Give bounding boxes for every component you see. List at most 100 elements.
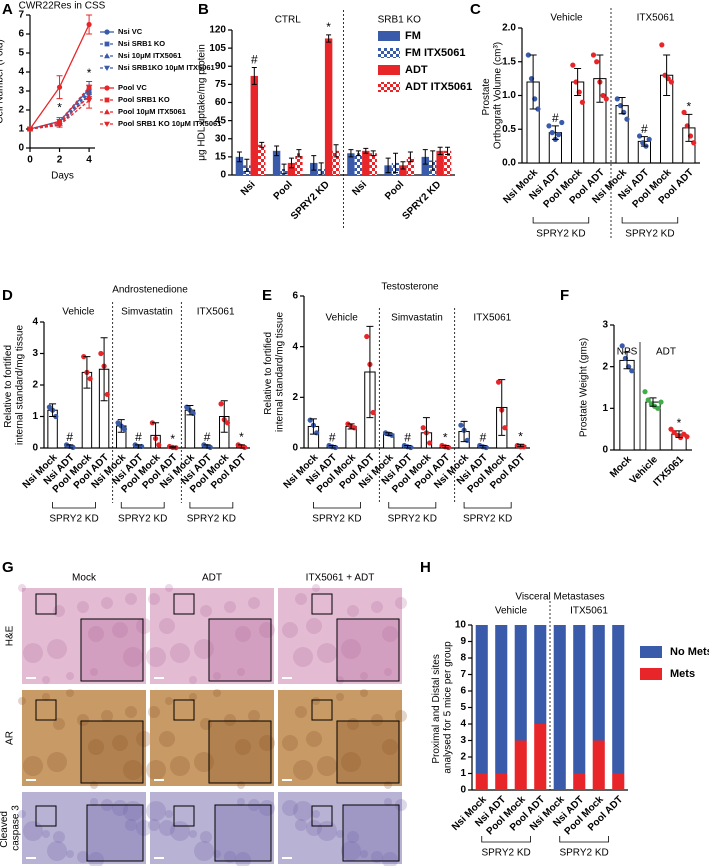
chart-title: Androstenedione — [112, 285, 188, 296]
bar-segment — [592, 740, 605, 790]
error-bar — [83, 356, 91, 389]
zoom-inset — [214, 804, 272, 862]
tissue-texture — [282, 735, 298, 751]
error-bar — [134, 444, 142, 449]
tissue-texture — [382, 852, 398, 866]
tissue-texture — [112, 622, 128, 638]
y-tick-label: 4 — [32, 317, 38, 328]
zoom-box — [311, 699, 333, 721]
error-bar — [100, 337, 108, 402]
group-label: Vehicle — [62, 307, 95, 318]
bracket — [559, 836, 609, 843]
tissue-texture — [213, 672, 221, 680]
bar — [443, 150, 452, 175]
tissue-texture — [125, 593, 137, 605]
panel-label: B — [198, 1, 209, 18]
y-tick-label: 4 — [18, 67, 24, 78]
error-bar — [385, 432, 393, 436]
legend-marker — [104, 97, 110, 103]
data-point — [156, 442, 162, 448]
annotation: # — [641, 122, 648, 136]
zoom-box — [173, 805, 195, 827]
tissue-texture — [165, 584, 173, 592]
y-tick-label: 3 — [602, 320, 608, 331]
bar — [324, 38, 333, 176]
tissue-texture — [235, 852, 251, 866]
tissue-texture — [136, 820, 152, 836]
tissue-texture — [66, 672, 74, 680]
annotation: * — [443, 431, 448, 445]
legend-label: Nsi VC — [118, 27, 143, 36]
tissue-texture — [148, 593, 160, 605]
data-point — [121, 426, 128, 432]
tissue-texture — [224, 851, 236, 863]
bracket — [532, 217, 590, 224]
group-label: Vehicle — [550, 13, 583, 24]
tissue-texture — [123, 647, 143, 667]
error-bar — [649, 397, 657, 407]
error-bar — [596, 54, 604, 103]
y-tick-label: 6 — [292, 291, 298, 302]
data-point — [559, 119, 565, 126]
data-point — [314, 430, 320, 436]
annotation: # — [480, 431, 487, 445]
y-tick-label: 0 — [32, 443, 38, 454]
error-bar — [328, 444, 336, 449]
group-label: ADT — [656, 347, 676, 358]
tissue-texture — [360, 850, 368, 858]
tissue-texture — [382, 626, 398, 642]
y-tick-label: 90 — [215, 61, 227, 72]
zoom-box — [35, 699, 57, 721]
error-bar — [517, 443, 525, 448]
error-bar — [220, 400, 228, 433]
y-axis-label: Proximal and Distal sites analysed for 5… — [431, 641, 454, 774]
data-point — [668, 426, 674, 432]
y-tick-label: 3 — [32, 348, 38, 359]
tissue-texture — [295, 593, 307, 605]
data-point — [104, 391, 110, 398]
zoom-inset — [342, 804, 400, 862]
bar — [619, 359, 635, 451]
data-point — [56, 84, 63, 90]
tissue-texture — [66, 850, 74, 858]
bracket — [189, 502, 234, 509]
error-bar — [326, 34, 332, 43]
annotation: # — [329, 431, 336, 445]
tissue-texture — [360, 672, 368, 680]
data-point — [445, 444, 452, 451]
y-tick-label: 45 — [215, 115, 227, 126]
annotation: * — [687, 100, 692, 114]
row-label: AR — [5, 731, 16, 745]
data-point — [535, 106, 541, 112]
y-tick-label: 0 — [220, 170, 226, 181]
y-tick-label: 8 — [460, 653, 466, 664]
legend-swatch — [378, 31, 400, 41]
legend-label: Nsi 10μM ITX5061 — [118, 51, 181, 60]
data-point — [420, 425, 426, 431]
tissue-texture — [395, 597, 407, 609]
tissue-texture — [125, 706, 137, 718]
error-bar — [479, 444, 487, 449]
error-bar — [49, 403, 57, 417]
tissue-texture — [312, 810, 320, 818]
error-bar — [618, 97, 626, 115]
data-point — [495, 379, 502, 385]
column-label: ADT — [202, 573, 222, 584]
tissue-texture — [42, 693, 50, 701]
bar — [362, 150, 370, 175]
tissue-texture — [341, 639, 361, 659]
y-tick-label: 30 — [215, 133, 227, 144]
tissue-texture — [77, 714, 89, 726]
tissue-texture — [189, 830, 197, 838]
zoom-inset — [336, 618, 400, 682]
tissue-texture — [336, 830, 344, 838]
tissue-texture — [312, 584, 320, 592]
data-point — [242, 444, 248, 450]
data-point — [464, 437, 470, 443]
bar — [399, 165, 407, 175]
tissue-texture — [295, 819, 307, 831]
error-bar — [498, 379, 506, 436]
error-bar — [430, 150, 436, 171]
bar — [354, 153, 363, 175]
tissue-texture — [159, 820, 175, 836]
